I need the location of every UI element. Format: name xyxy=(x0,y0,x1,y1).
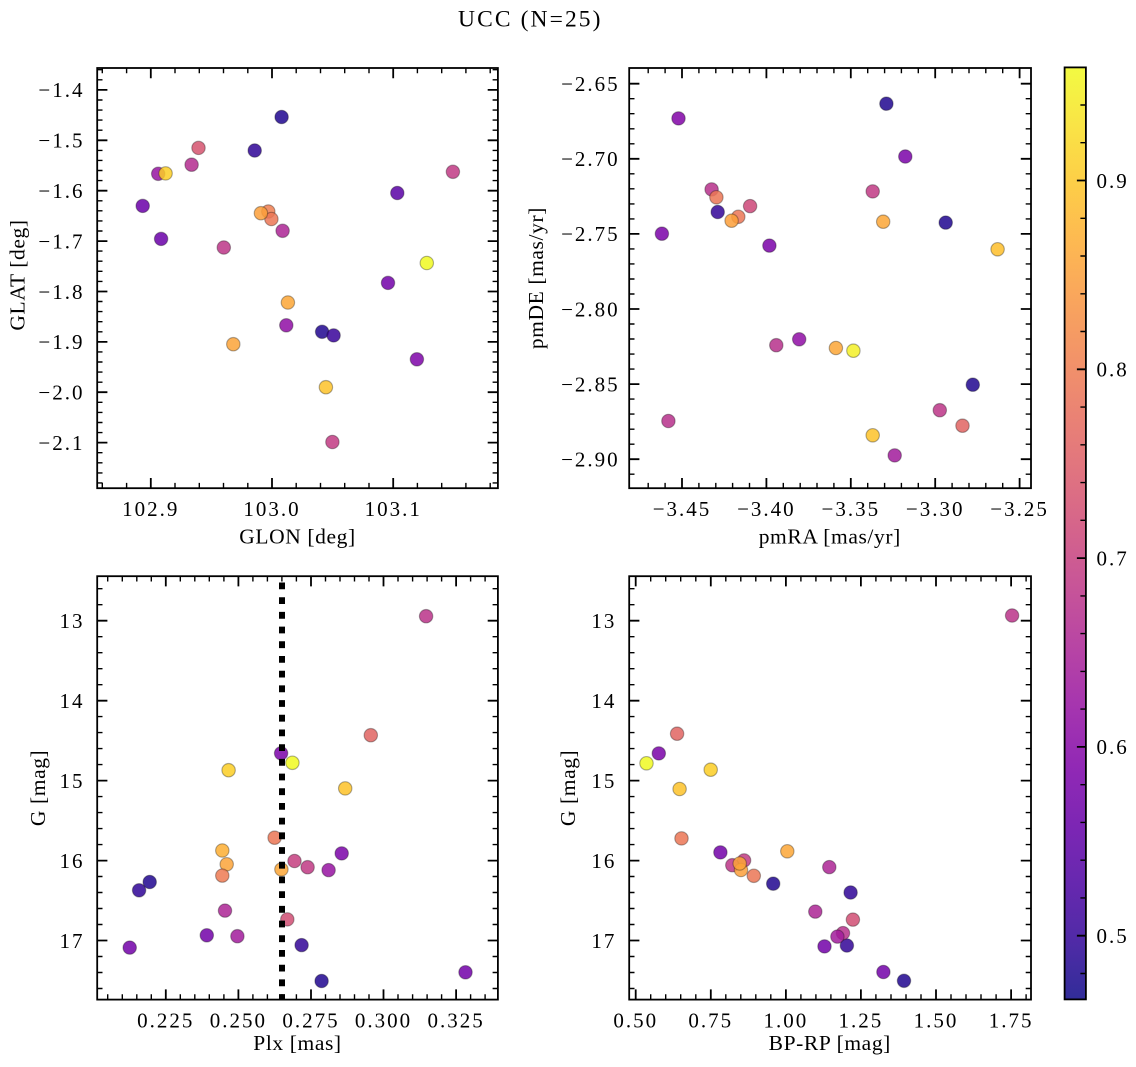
svg-text:−1.9: −1.9 xyxy=(38,330,84,354)
svg-text:−2.65: −2.65 xyxy=(561,72,620,96)
svg-text:103.0: 103.0 xyxy=(243,497,300,521)
svg-text:BP-RP [mag]: BP-RP [mag] xyxy=(769,1031,891,1055)
svg-text:13: 13 xyxy=(591,609,616,633)
svg-text:17: 17 xyxy=(591,929,616,953)
svg-text:16: 16 xyxy=(60,849,85,873)
svg-text:−1.8: −1.8 xyxy=(38,280,84,304)
svg-text:0.50: 0.50 xyxy=(613,1008,658,1032)
svg-text:103.1: 103.1 xyxy=(365,497,422,521)
svg-text:13: 13 xyxy=(60,609,85,633)
svg-text:16: 16 xyxy=(591,849,616,873)
svg-text:0.6: 0.6 xyxy=(1097,735,1129,759)
svg-text:1.75: 1.75 xyxy=(989,1008,1034,1032)
svg-text:0.75: 0.75 xyxy=(688,1008,733,1032)
svg-text:−3.40: −3.40 xyxy=(737,497,796,521)
svg-text:14: 14 xyxy=(591,689,616,713)
svg-text:−2.70: −2.70 xyxy=(561,147,620,171)
svg-text:−2.1: −2.1 xyxy=(38,431,84,455)
svg-text:15: 15 xyxy=(60,769,85,793)
svg-text:0.300: 0.300 xyxy=(355,1008,412,1032)
svg-text:0.225: 0.225 xyxy=(137,1008,194,1032)
svg-text:−2.85: −2.85 xyxy=(561,372,620,396)
svg-text:15: 15 xyxy=(591,769,616,793)
svg-text:−3.30: −3.30 xyxy=(906,497,965,521)
svg-text:−2.90: −2.90 xyxy=(561,448,620,472)
svg-text:0.5: 0.5 xyxy=(1097,924,1129,948)
svg-text:1.00: 1.00 xyxy=(764,1008,809,1032)
svg-text:1.25: 1.25 xyxy=(839,1008,884,1032)
svg-text:−3.25: −3.25 xyxy=(990,497,1049,521)
svg-text:−2.75: −2.75 xyxy=(561,222,620,246)
svg-text:14: 14 xyxy=(60,689,85,713)
svg-text:pmRA [mas/yr]: pmRA [mas/yr] xyxy=(759,524,901,548)
svg-text:−1.6: −1.6 xyxy=(38,179,84,203)
svg-text:GLON [deg]: GLON [deg] xyxy=(239,524,355,548)
svg-text:Plx [mas]: Plx [mas] xyxy=(253,1031,341,1055)
svg-text:0.250: 0.250 xyxy=(210,1008,267,1032)
svg-text:−3.45: −3.45 xyxy=(653,497,712,521)
svg-text:−2.0: −2.0 xyxy=(38,381,84,405)
svg-text:GLAT [deg]: GLAT [deg] xyxy=(6,219,30,330)
svg-text:G [mag]: G [mag] xyxy=(556,750,580,826)
svg-text:0.9: 0.9 xyxy=(1097,169,1129,193)
svg-text:0.8: 0.8 xyxy=(1097,358,1129,382)
svg-text:UCC (N=25): UCC (N=25) xyxy=(458,6,603,32)
svg-text:102.9: 102.9 xyxy=(122,497,179,521)
svg-text:G [mag]: G [mag] xyxy=(26,750,50,826)
svg-text:1.50: 1.50 xyxy=(914,1008,959,1032)
svg-text:−1.4: −1.4 xyxy=(38,78,84,102)
svg-text:−3.35: −3.35 xyxy=(822,497,881,521)
svg-text:−2.80: −2.80 xyxy=(561,297,620,321)
svg-text:pmDE [mas/yr]: pmDE [mas/yr] xyxy=(524,207,548,349)
svg-text:0.275: 0.275 xyxy=(282,1008,339,1032)
svg-text:−1.7: −1.7 xyxy=(38,229,84,253)
svg-text:0.325: 0.325 xyxy=(427,1008,484,1032)
svg-text:0.7: 0.7 xyxy=(1097,546,1129,570)
svg-text:17: 17 xyxy=(60,929,85,953)
svg-text:−1.5: −1.5 xyxy=(38,129,84,153)
